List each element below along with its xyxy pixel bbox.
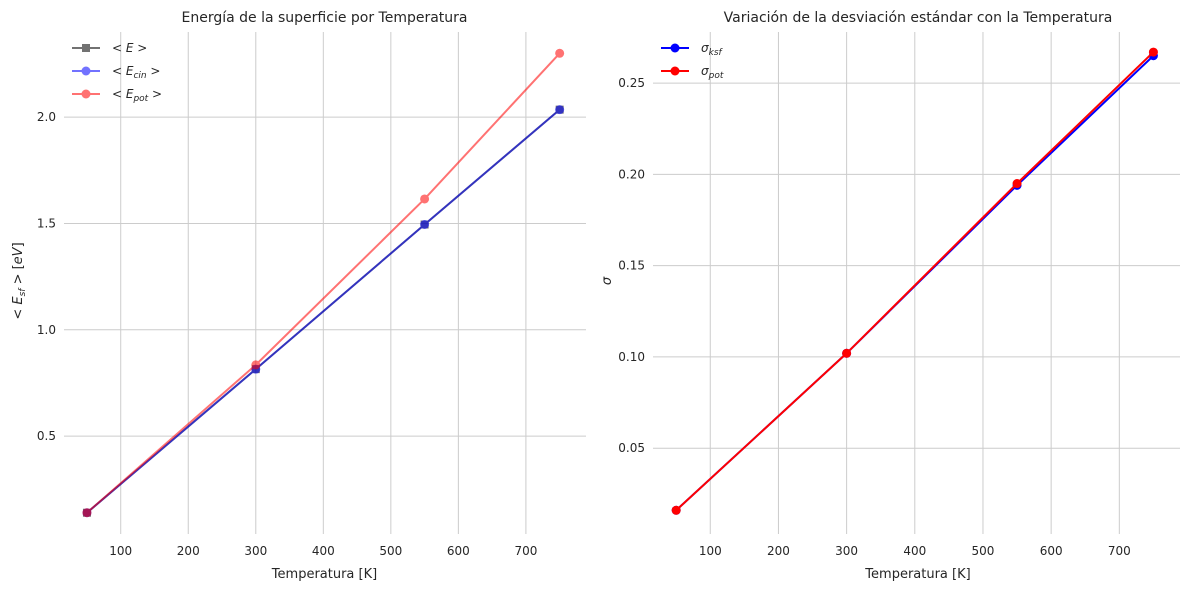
legend-label: σpot [701,64,724,81]
x-tick-label: 200 [767,544,790,558]
legend: σksf σpot [661,41,724,81]
y-tick-label: 0.05 [618,441,645,455]
x-tick-label: 100 [109,544,132,558]
y-tick-label: 2.0 [37,110,56,124]
legend: < E > < Ecin > < Epot > [72,41,162,104]
legend-item [661,66,689,76]
y-tick-label: 0.20 [618,167,645,181]
y-tick-label: 0.25 [618,76,645,90]
grid [64,32,586,534]
chart-surface-energy: Energía de la superficie por Temperatura… [11,10,586,582]
data-point [1148,47,1158,57]
data-point [1012,179,1022,189]
y-tick-label: 1.5 [37,216,56,230]
legend-marker [81,66,91,76]
series-σ-pot [671,47,1158,515]
data-point [842,348,852,358]
x-tick-label: 500 [379,544,402,558]
x-axis-label: Temperatura [K] [271,567,377,582]
x-tick-label: 700 [514,544,537,558]
data-point [671,505,681,515]
legend-label: < Ecin > [112,64,160,81]
x-tick-label: 700 [1108,544,1131,558]
x-tick-label: 400 [903,544,926,558]
x-tick-label: 300 [835,544,858,558]
legend-item [72,66,100,76]
data-point [420,220,430,230]
data-point [555,105,565,115]
legend-marker [82,44,90,52]
legend-item [661,43,689,53]
y-tick-label: 0.15 [618,259,645,273]
y-tick-label: 0.5 [37,429,56,443]
data-point [82,508,92,518]
y-tick-label: 1.0 [37,323,56,337]
x-tick-label: 600 [1040,544,1063,558]
legend-label: σksf [701,41,724,58]
legend-marker [81,89,91,99]
series-line [86,52,561,514]
data-point [555,48,565,58]
series-< E-pot [82,48,565,518]
legend-marker [670,66,680,76]
grid [653,32,1180,534]
series-line [86,108,561,514]
legend-marker [670,43,680,53]
legend-item [72,89,100,99]
data-point [420,194,430,204]
chart-title: Variación de la desviación estándar con … [724,10,1113,26]
x-axis-label: Temperatura [K] [864,567,970,582]
x-tick-label: 300 [244,544,267,558]
series-line [675,51,1155,512]
x-tick-label: 200 [177,544,200,558]
legend-label: < E > [112,41,147,55]
data-point [251,360,261,370]
y-tick-label: 0.10 [618,350,645,364]
x-tick-label: 400 [312,544,335,558]
x-tick-label: 500 [972,544,995,558]
x-tick-label: 600 [447,544,470,558]
y-axis-label: σ [600,276,615,285]
legend-item [72,44,100,52]
chart-std-deviation: Variación de la desviación estándar con … [600,10,1180,582]
chart-title: Energía de la superficie por Temperatura [181,10,467,26]
x-tick-label: 100 [699,544,722,558]
y-axis-label: < Esf > [eV] [11,242,28,319]
legend-label: < Epot > [112,87,162,104]
